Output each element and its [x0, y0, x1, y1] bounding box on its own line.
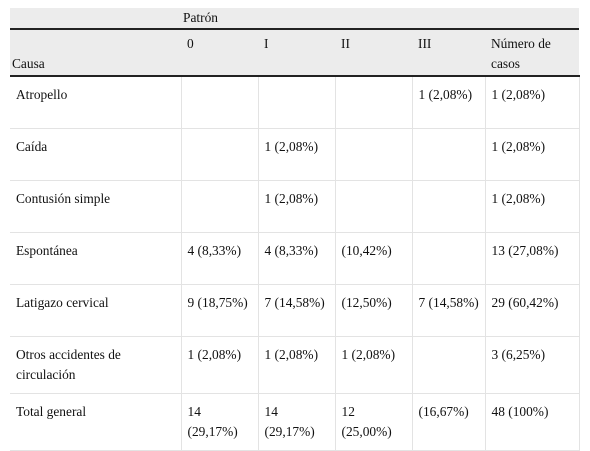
patron-group-header: Patrón [10, 8, 485, 30]
row-causa: Latigazo cervical [10, 284, 182, 337]
causa-patron-table: Patrón Causa 0 I II III Número de casos … [10, 8, 580, 451]
header-blank [485, 8, 579, 30]
table-cell: 48 (100%) [485, 393, 580, 451]
table-cell: 1 (2,08%) [485, 76, 580, 129]
table-cell: 4 (8,33%) [181, 232, 259, 285]
row-causa: Espontánea [10, 232, 182, 285]
table-cell: (10,42%) [335, 232, 413, 285]
table-body: Atropello 1 (2,08%) 1 (2,08%) Caída 1 (2,08%… [10, 76, 580, 451]
table-row: Atropello 1 (2,08%) 1 (2,08%) [10, 76, 580, 129]
table-cell [335, 128, 413, 181]
table-cell: 9 (18,75%) [181, 284, 259, 337]
table-cell: 1 (2,08%) [258, 336, 336, 394]
row-causa: Caída [10, 128, 182, 181]
table-cell [258, 76, 336, 129]
table-row: Latigazo cervical 9 (18,75%) 7 (14,58%) (12… [10, 284, 580, 337]
table-cell: (16,67%) [412, 393, 486, 451]
table-cell: 12 (25,00%) [335, 393, 413, 451]
table-cell: 4 (8,33%) [258, 232, 336, 285]
table-cell [335, 76, 413, 129]
table-row: Contusión simple 1 (2,08%) 1 (2,08%) [10, 180, 580, 233]
table-row: Total general 14 (29,17%) 14 (29,17%) 12 (2… [10, 393, 580, 451]
table-cell [181, 76, 259, 129]
table-cell [412, 232, 486, 285]
column-header-III: III [412, 29, 485, 75]
table-cell: 1 (2,08%) [485, 180, 580, 233]
table-cell: 1 (2,08%) [335, 336, 413, 394]
table-cell: 3 (6,25%) [485, 336, 580, 394]
table-row: Otros accidentes de circulación 1 (2,08%)… [10, 336, 580, 394]
causa-column-header: Causa [10, 29, 181, 75]
row-causa: Otros accidentes de circulación [10, 336, 182, 394]
row-causa: Contusión simple [10, 180, 182, 233]
column-header-I: I [258, 29, 335, 75]
table-cell [412, 336, 486, 394]
table-cell: 29 (60,42%) [485, 284, 580, 337]
table-row: Caída 1 (2,08%) 1 (2,08%) [10, 128, 580, 181]
table-cell [335, 180, 413, 233]
table-cell: 1 (2,08%) [485, 128, 580, 181]
table-cell: 1 (2,08%) [412, 76, 486, 129]
table-cell: (12,50%) [335, 284, 413, 337]
column-header-II: II [335, 29, 412, 75]
row-causa: Atropello [10, 76, 182, 129]
table-cell: 14 (29,17%) [181, 393, 259, 451]
table-cell: 7 (14,58%) [412, 284, 486, 337]
table-cell: 14 (29,17%) [258, 393, 336, 451]
table-cell [181, 128, 259, 181]
table-cell: 1 (2,08%) [181, 336, 259, 394]
column-header-0: 0 [181, 29, 258, 75]
table-cell [181, 180, 259, 233]
column-header-numero-casos: Número de casos [485, 29, 579, 75]
table-cell: 13 (27,08%) [485, 232, 580, 285]
table-row: Espontánea 4 (8,33%) 4 (8,33%) (10,42%) 13 (… [10, 232, 580, 285]
table-cell [412, 128, 486, 181]
table-cell: 7 (14,58%) [258, 284, 336, 337]
row-causa: Total general [10, 393, 182, 451]
table-cell [412, 180, 486, 233]
table-cell: 1 (2,08%) [258, 128, 336, 181]
table-cell: 1 (2,08%) [258, 180, 336, 233]
